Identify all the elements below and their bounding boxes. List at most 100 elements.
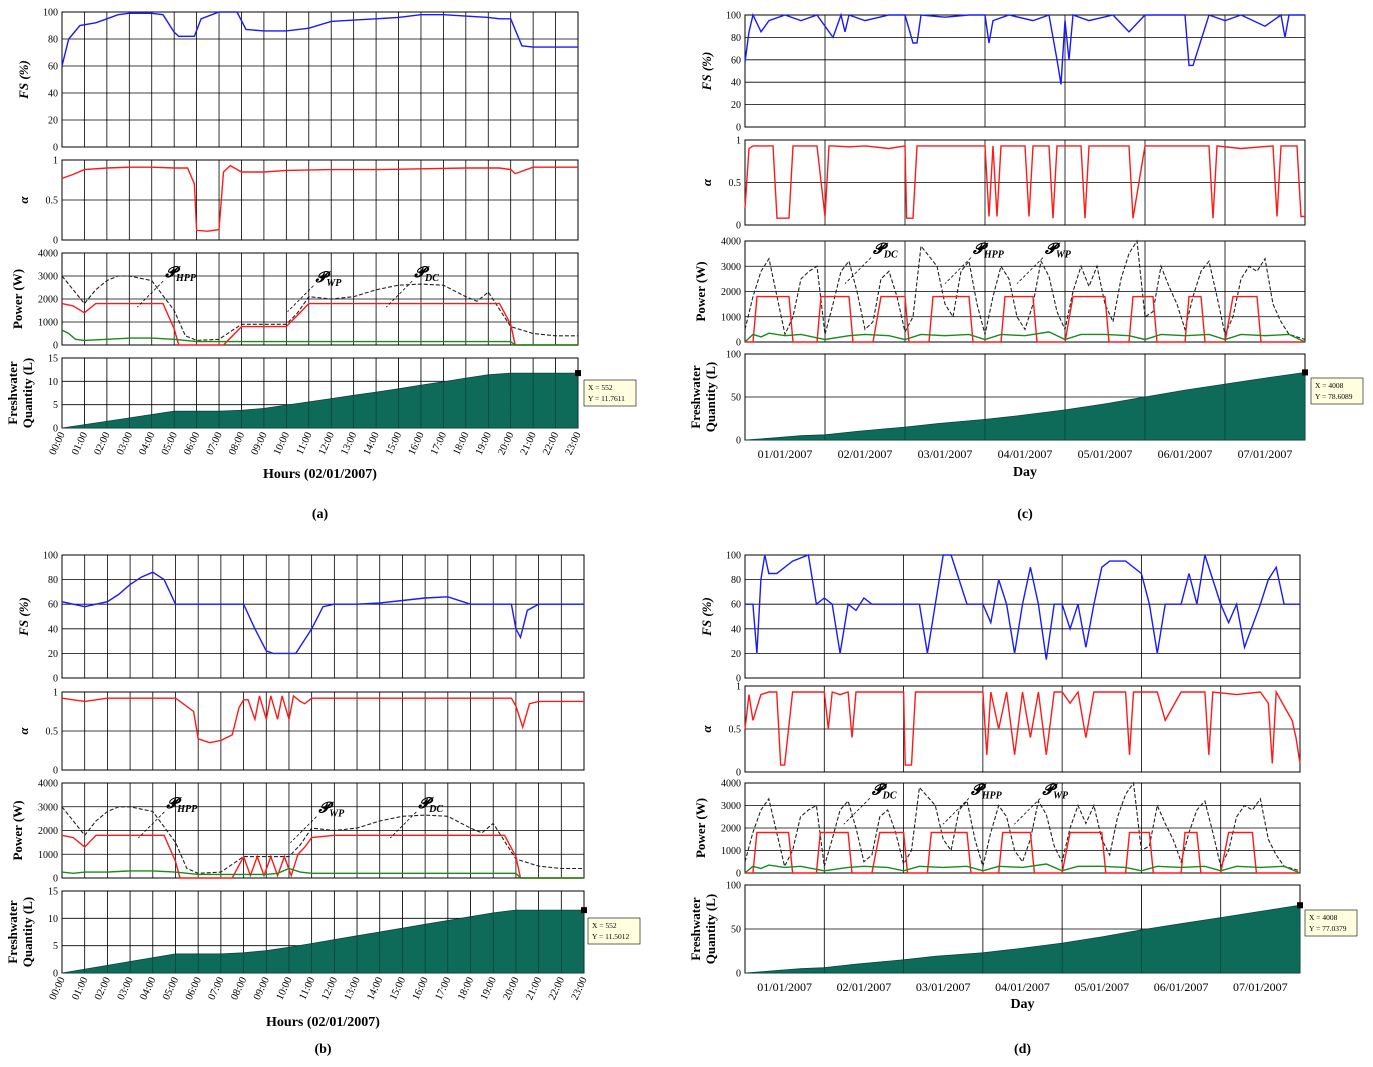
y-tick-label: 40 [731,624,741,635]
x-tick-label: 01/01/2007 [758,447,813,461]
y-tick-label: 40 [48,624,58,635]
annotation-arrow-wp [1014,797,1041,825]
figure-caption: (a) [312,507,329,522]
datatip-y: Y = 78.6089 [1315,392,1353,401]
y-axis-label: Power (W) [693,261,708,321]
x-tick-label: 06/01/2007 [1154,980,1209,994]
y-axis-label-line: Quantity (L) [20,358,35,428]
annotation-sub-wp: WP [326,278,342,289]
y-tick-label: 50 [731,393,741,404]
annotation-sub-hpp: HPP [175,273,197,284]
y-axis-label: FS (%) [16,597,31,637]
annotation-sub-dc: DC [882,790,897,801]
x-tick-label: 02/01/2007 [837,980,892,994]
y-tick-label: 0 [736,869,741,880]
y-tick-label: 0 [53,969,58,980]
x-tick-label: 15:00 [388,976,408,1002]
datatip-x: X = 4008 [1309,913,1338,922]
y-tick-label: 0 [736,338,741,349]
x-tick-label: 01:00 [70,431,90,457]
y-tick-label: 100 [43,551,58,562]
y-tick-label: 80 [731,33,741,44]
x-tick-label: 16:00 [407,431,427,457]
panel-c-1: 0 0.5 1 α [699,136,1306,232]
y-tick-label: 0 [53,424,58,435]
y-tick-label: 4000 [38,779,58,790]
x-tick-label: 08:00 [227,431,247,457]
x-tick-label: 19:00 [479,976,499,1002]
data-cursor-marker [1297,902,1303,909]
series-line-fs [745,554,1300,660]
datatip-y: Y = 11.7611 [588,394,625,403]
series-line-alpha [744,145,1305,219]
y-tick-label: 40 [731,78,741,89]
y-tick-label: 0 [53,236,58,247]
y-tick-label: 15 [48,887,58,898]
y-tick-label: 1 [53,156,58,167]
x-tick-label: 10:00 [272,431,292,457]
x-axis-label: Hours (02/01/2007) [266,1015,380,1030]
y-tick-label: 5 [53,941,58,952]
annotation-arrow-dc [843,797,871,825]
x-tick-label: 03/01/2007 [916,980,971,994]
y-tick-label: 100 [726,350,741,361]
x-tick-label: 17:00 [429,431,449,457]
series-line-p_dc [61,806,584,874]
panel-b-2: 0 1000 2000 3000 4000 Power (W) [10,779,585,885]
x-tick-label: 07:00 [205,431,225,457]
x-tick-label: 00:00 [48,431,68,457]
y-axis-label: FreshwaterQuantity (L) [5,897,35,967]
panel-frame [61,11,579,148]
y-tick-label: 20 [48,649,58,660]
x-tick-label: 14:00 [362,431,382,457]
y-axis-label-line: Freshwater [5,900,20,964]
panel-d-3: 0 50 100 FreshwaterQuantity (L) 01/01/2007 02… [688,881,1303,994]
x-tick-label: 11:00 [295,431,315,457]
y-tick-label: 1 [53,688,58,699]
panel-c-0: 0 20 40 60 80 100 FS (%) [699,11,1306,134]
x-tick-label: 16:00 [411,976,431,1002]
y-tick-label: 100 [43,8,58,19]
series-line-p_hpp [61,302,578,346]
series-line-alpha [61,694,584,744]
x-tick-label: 15:00 [384,431,404,457]
annotation-sub-wp: WP [1053,790,1069,801]
y-axis-label-line: Freshwater [688,365,703,429]
x-tick-label: 09:00 [250,431,270,457]
x-tick-label: 00:00 [48,976,68,1002]
y-tick-label: 1 [736,136,741,147]
series-line-p_hpp [61,834,584,879]
series-area-freshwater [61,909,585,974]
y-tick-label: 5 [53,400,58,411]
y-axis-label: FreshwaterQuantity (L) [688,894,718,964]
datatip-box [587,917,641,945]
panel-d-0: 0 20 40 60 80 100 FS (%) [699,551,1301,685]
y-axis-label: FreshwaterQuantity (L) [5,358,35,428]
series-line-fs [744,12,1305,85]
panel-a-1: 0 0.5 1 α [16,156,579,247]
annotation-sub-dc: DC [883,250,898,261]
y-tick-label: 0 [53,341,58,352]
panel-a-0: 0 20 40 60 80 100 FS (%) [16,8,579,154]
x-tick-label: 02:00 [93,976,113,1002]
y-tick-label: 0 [736,221,741,232]
y-axis-label: Power (W) [10,269,25,329]
series-line-p_hpp [745,295,1305,343]
y-tick-label: 80 [731,575,741,586]
y-tick-label: 20 [731,100,741,111]
x-tick-label: 05:00 [160,431,180,457]
y-tick-label: 80 [48,575,58,586]
y-tick-label: 60 [731,55,741,66]
x-tick-label: 07/01/2007 [1233,980,1288,994]
y-tick-label: 15 [48,354,58,365]
annotation-arrow-hpp [136,280,164,308]
y-tick-label: 40 [48,89,58,100]
series-area-freshwater [744,904,1301,974]
y-axis-label: FreshwaterQuantity (L) [688,362,718,432]
x-tick-label: 05/01/2007 [1078,447,1133,461]
y-tick-label: 0 [736,969,741,980]
x-tick-label: 02/01/2007 [838,447,893,461]
panel-frame [744,14,1306,128]
